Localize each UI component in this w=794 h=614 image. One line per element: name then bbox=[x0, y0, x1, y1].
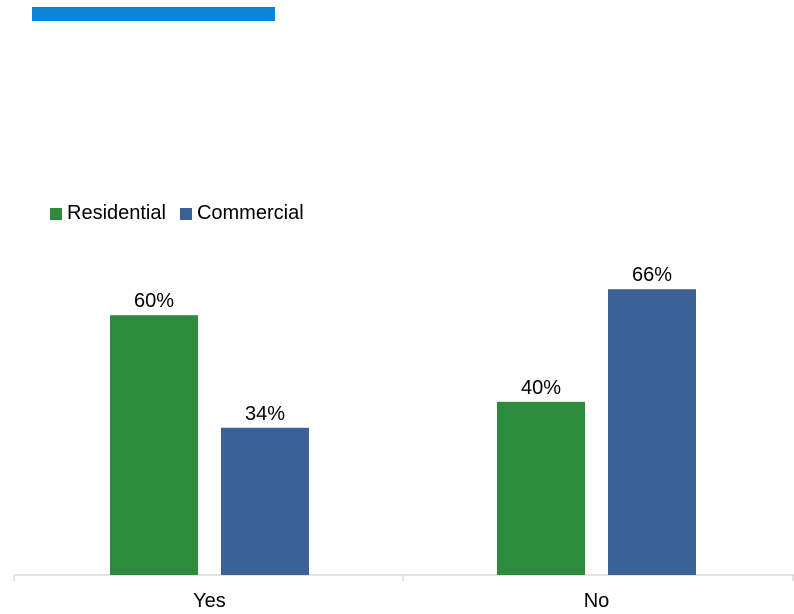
legend-item-commercial: Commercial bbox=[179, 202, 304, 225]
legend-item-residential: Residential bbox=[50, 202, 166, 225]
chart-legend: Residential Commercial bbox=[50, 202, 318, 225]
data-label-no-residential: 40% bbox=[521, 377, 561, 399]
bar-yes-residential bbox=[110, 315, 198, 575]
legend-label-commercial: Commercial bbox=[196, 202, 304, 224]
bar-no-commercial bbox=[608, 289, 696, 575]
bar-yes-commercial bbox=[221, 427, 309, 575]
x-tick-label-yes: Yes bbox=[193, 590, 226, 612]
bar-no-residential bbox=[497, 401, 585, 575]
header-accent-bar bbox=[32, 7, 275, 21]
legend-swatch-commercial bbox=[179, 207, 192, 220]
data-label-no-commercial: 66% bbox=[632, 264, 672, 286]
data-label-yes-commercial: 34% bbox=[245, 403, 285, 425]
x-tick-label-no: No bbox=[584, 590, 610, 612]
legend-label-residential: Residential bbox=[67, 202, 166, 224]
legend-swatch-residential bbox=[50, 207, 62, 220]
data-label-yes-residential: 60% bbox=[134, 290, 174, 312]
